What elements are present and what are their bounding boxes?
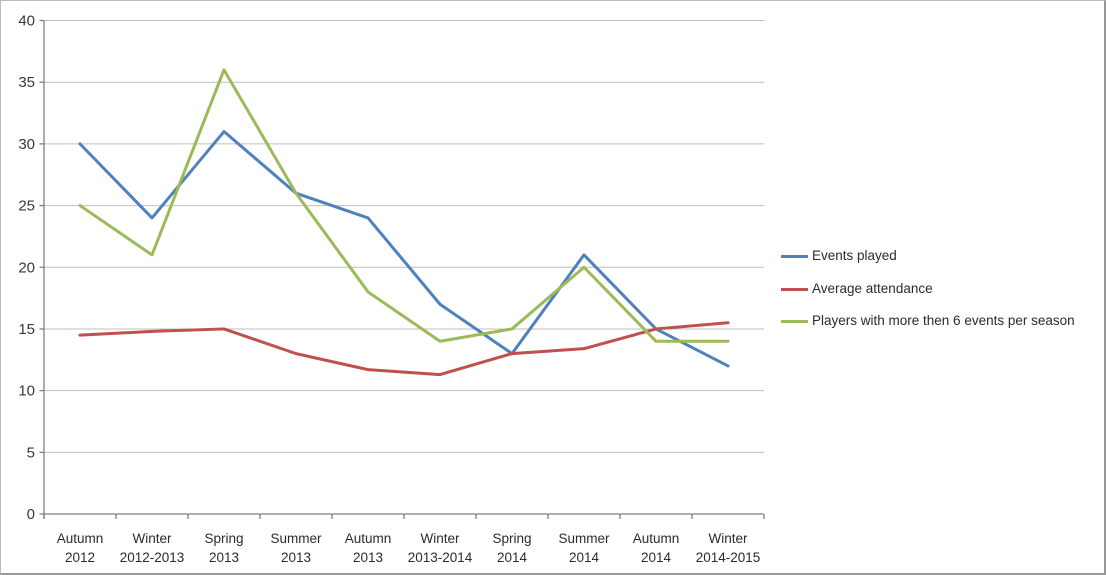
x-category-label-season: Autumn [57,531,104,546]
x-category-label-season: Winter [132,531,172,546]
series-line-players-with-more-then-6-events-per-season [78,68,730,343]
x-category-label-year: 2012 [65,550,95,565]
legend-swatch-icon [781,319,808,323]
y-tick-label: 30 [18,136,35,153]
x-category-label-year: 2013 [353,550,383,565]
x-category-label-season: Winter [708,531,748,546]
x-category-label-year: 2014 [641,550,672,565]
legend-item: Average attendance [781,280,933,298]
legend-item: Players with more then 6 events per seas… [781,312,1075,330]
x-category-label-season: Autumn [633,531,680,546]
x-category-label-season: Spring [492,531,531,546]
legend-label: Average attendance [812,281,933,296]
y-tick-label: 40 [18,13,35,30]
legend-swatch-icon [781,254,808,258]
legend-item: Events played [781,247,897,265]
y-tick-label: 15 [18,321,35,338]
x-category-label-year: 2014-2015 [696,550,761,565]
legend-label: Events played [812,248,897,263]
x-category-label-year: 2013 [281,550,311,565]
x-category-label-season: Spring [204,531,243,546]
x-category-label-season: Winter [420,531,460,546]
x-category-label-year: 2014 [497,550,528,565]
series-line-events-played [78,130,730,368]
x-category-label-season: Summer [558,531,610,546]
y-tick-label: 10 [18,383,35,400]
legend-label: Players with more then 6 events per seas… [812,313,1075,328]
legend-swatch-icon [781,287,808,291]
y-tick-label: 5 [27,444,35,461]
y-tick-label: 20 [18,259,35,276]
series-line-average-attendance [78,321,730,377]
y-tick-label: 35 [18,74,35,91]
y-tick-label: 0 [27,506,35,523]
x-category-label-year: 2013-2014 [408,550,473,565]
x-category-label-season: Autumn [345,531,392,546]
x-category-label-year: 2012-2013 [120,550,185,565]
x-category-label-year: 2014 [569,550,600,565]
x-category-label-year: 2013 [209,550,239,565]
x-category-label-season: Summer [270,531,322,546]
y-tick-label: 25 [18,198,35,215]
